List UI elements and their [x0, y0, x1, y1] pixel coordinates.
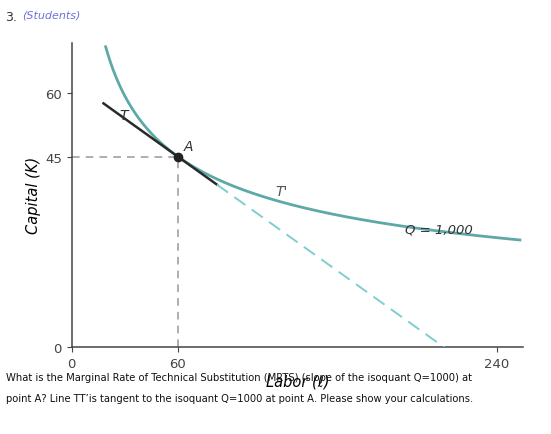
Text: Q = 1,000: Q = 1,000 — [405, 224, 473, 236]
Text: 3.: 3. — [6, 11, 18, 24]
Y-axis label: Capital (K): Capital (K) — [26, 157, 41, 234]
Text: A: A — [183, 140, 193, 154]
X-axis label: Labor (ℓ): Labor (ℓ) — [266, 374, 329, 389]
Text: (Students): (Students) — [22, 11, 80, 21]
Text: T: T — [120, 108, 128, 122]
Text: What is the Marginal Rate of Technical Substitution (MRTS) (slope of the isoquan: What is the Marginal Rate of Technical S… — [6, 372, 472, 382]
Text: point A? Line TT’is tangent to the isoquant Q=1000 at point A. Please show your : point A? Line TT’is tangent to the isoqu… — [6, 394, 473, 404]
Text: T': T' — [276, 184, 288, 198]
